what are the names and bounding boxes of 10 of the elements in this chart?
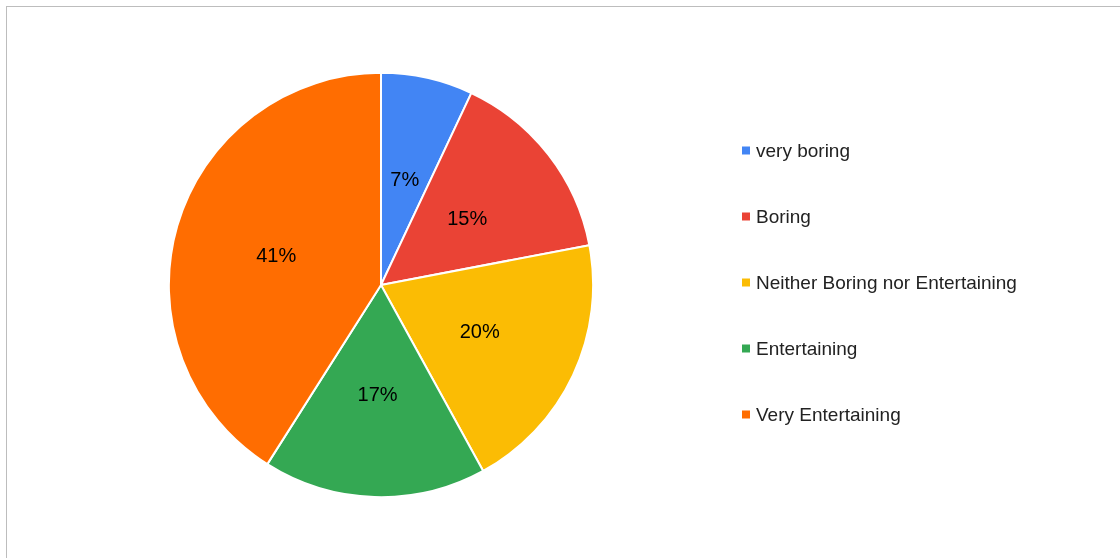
data-label: 17% [357,383,398,406]
legend-label: very boring [756,140,850,161]
data-label: 7% [390,167,420,190]
data-label: 20% [459,320,500,343]
legend-label: Entertaining [756,338,858,359]
legend-label: Neither Boring nor Entertaining [756,272,1017,293]
legend-label: Very Entertaining [756,404,901,425]
legend-label: Boring [756,206,811,227]
data-label: 15% [447,207,488,230]
data-label: 41% [256,243,297,266]
